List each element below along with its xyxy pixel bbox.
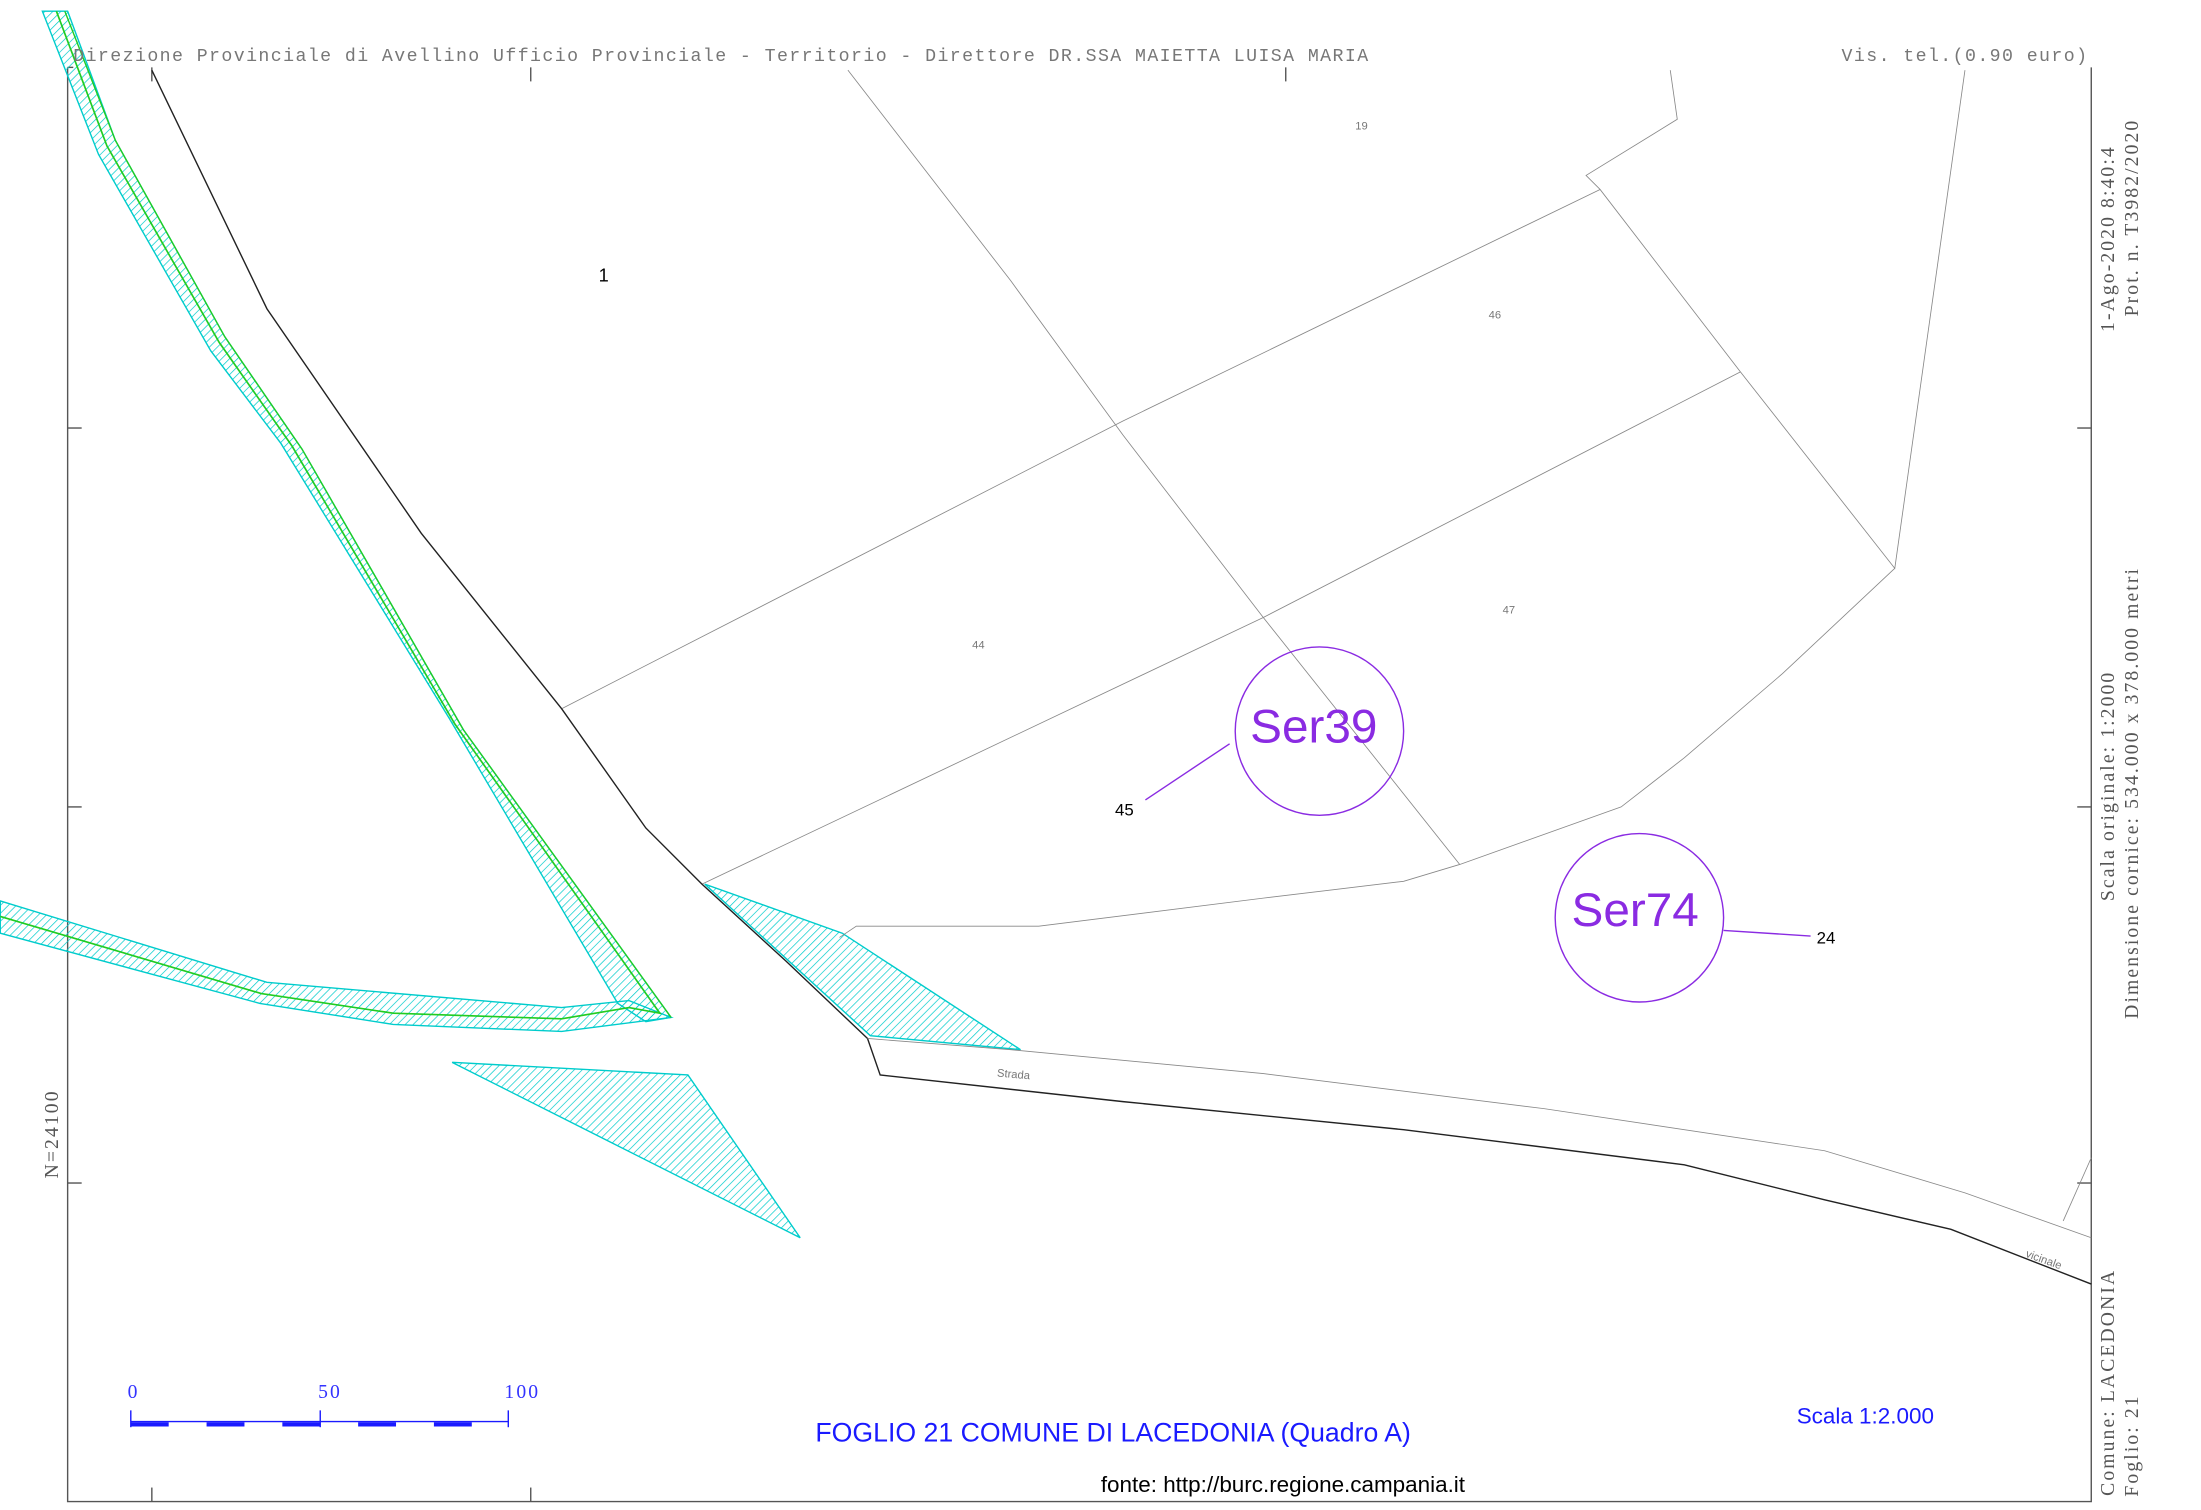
parcel-label: 47 [1503,604,1515,616]
parcel-label: 44 [972,640,984,652]
scale-label: 0 [128,1381,140,1403]
parcel-labels: 1 19 46 44 47 45 24 Strada vicinale [599,120,2064,1272]
parcel-label: 45 [1115,801,1134,820]
side-foglio: Foglio: 21 [2121,1394,2143,1496]
scale-text: Scala 1:2.000 [1797,1403,1934,1428]
coordinate: N=24100 [41,1089,63,1178]
header-left: Direzione Provinciale di Avellino Uffici… [73,47,1369,67]
markers: Ser39 Ser74 [1145,646,1811,1003]
parcel-label: 24 [1817,928,1836,947]
side-date: 1-Ago-2020 8:40:4 [2097,145,2119,332]
parcel-lines [151,69,2092,1285]
hatched-areas [0,10,1021,1239]
parcel-label: 1 [599,264,609,285]
marker-leader [1723,929,1811,937]
marker-label: Ser39 [1250,700,1377,753]
marker-circle [1554,832,1725,1003]
marker-circle [1234,646,1405,817]
parcel-label: 19 [1355,120,1367,132]
side-comune: Comune: LACEDONIA [2097,1269,2119,1496]
source: fonte: http://burc.regione.campania.it [1101,1472,1466,1497]
side-protocol: Prot. n. T3982/2020 [2121,119,2143,317]
header-right: Vis. tel.(0.90 euro) [1842,47,2089,67]
scale-bar: 0 50 100 [128,1381,540,1428]
side-size: Dimensione cornice: 534.000 x 378.000 me… [2121,567,2143,1019]
map-title: FOGLIO 21 COMUNE DI LACEDONIA (Quadro A) [815,1417,1410,1447]
road-label: Strada [997,1068,1032,1083]
side-scale: Scala originale: 1:2000 [2097,671,2119,901]
frame [66,66,2092,1503]
marker-label: Ser74 [1572,884,1699,937]
marker-leader [1145,743,1230,801]
scale-label: 50 [318,1381,342,1403]
scale-label: 100 [504,1381,540,1403]
parcel-label: 46 [1489,310,1501,322]
